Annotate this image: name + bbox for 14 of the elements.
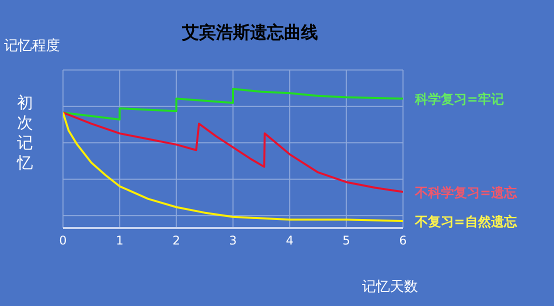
- y-axis-title: 记忆程度: [4, 38, 60, 54]
- series-label: 科学复习=牢记: [414, 92, 504, 108]
- x-tick-label: 1: [116, 234, 124, 248]
- x-tick-label: 6: [399, 234, 407, 248]
- series-label: 不科学复习=遗忘: [414, 184, 518, 201]
- series-label: 不复习=自然遗忘: [414, 214, 518, 230]
- x-axis-title: 记忆天数: [362, 279, 418, 295]
- text: 初次记忆: [16, 93, 33, 172]
- x-tick-label: 2: [172, 234, 180, 248]
- x-tick-label: 5: [342, 234, 350, 248]
- chart-title: 艾宾浩斯遗忘曲线: [181, 22, 318, 43]
- x-tick-label: 0: [59, 234, 67, 248]
- x-tick-label: 3: [229, 234, 237, 248]
- x-tick-label: 4: [286, 234, 294, 248]
